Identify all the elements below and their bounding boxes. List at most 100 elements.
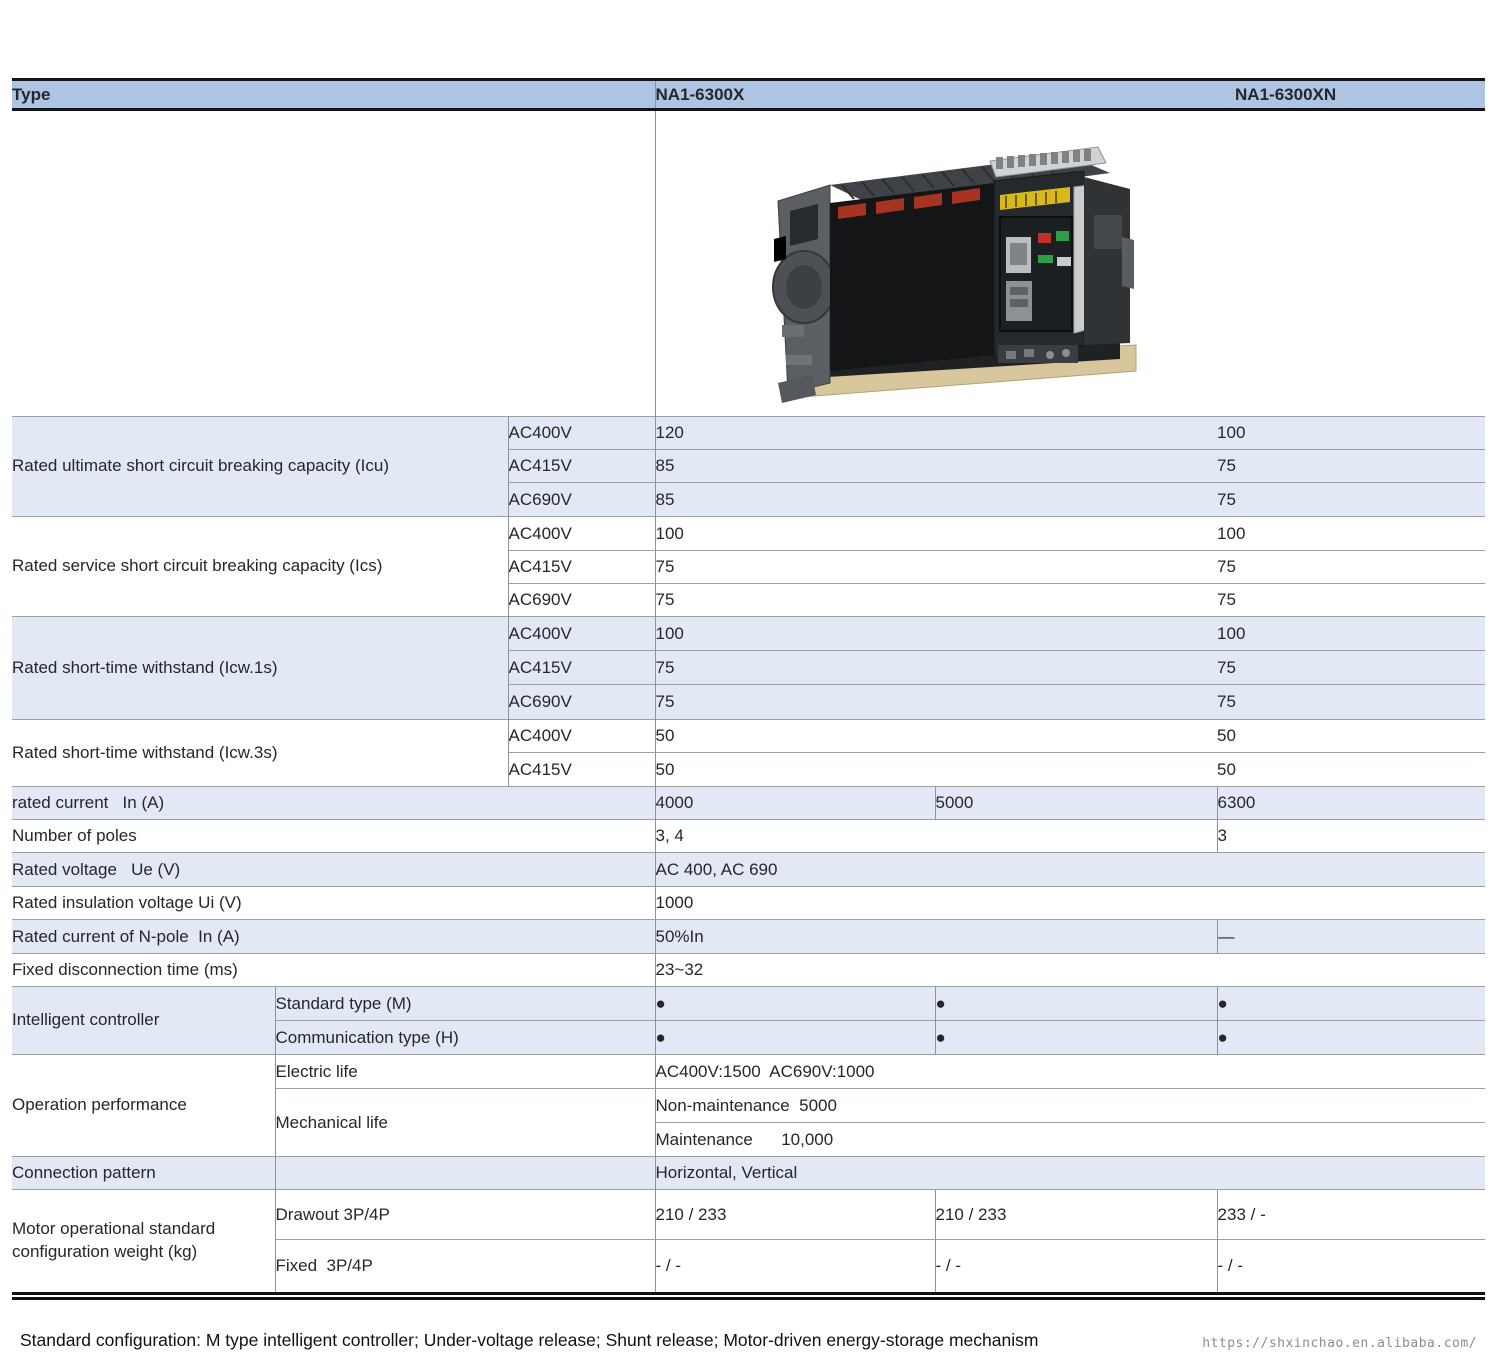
icw3s-voltage-ac400v: AC400V xyxy=(507,719,656,753)
ics-ac690v-xn: 75 xyxy=(1217,583,1486,617)
icw3s-ac400v-xn: 50 xyxy=(1217,719,1486,753)
icw1s-row-ac690v: AC690V 75 75 xyxy=(12,684,1486,720)
icw1s-ac690v-x: 75 xyxy=(654,684,1218,720)
icu-ac415v-x: 85 xyxy=(654,449,1218,483)
icw1s-ac415v-xn: 75 xyxy=(1217,650,1486,685)
ics-ac400v-xn: 100 xyxy=(1217,516,1486,551)
mechanical-life-row-2: Maintenance 10,000 xyxy=(12,1122,1486,1157)
disconnect-row: Fixed disconnection time (ms) 23~32 xyxy=(12,953,1486,987)
rated-current-label: rated current In (A) xyxy=(12,786,656,820)
weight-fixed-v2: - / - xyxy=(934,1239,1218,1292)
header-type: Type xyxy=(12,78,656,111)
mechanical-life-row-1: Mechanical life Non-maintenance 5000 xyxy=(12,1088,1486,1157)
poles-label: Number of poles xyxy=(12,819,656,853)
icu-ac400v-x: 120 xyxy=(654,416,1218,450)
icu-label: Rated ultimate short circuit breaking ca… xyxy=(12,416,508,517)
controller-standard-row: Intelligent controller Standard type (M)… xyxy=(12,986,1486,1055)
rated-voltage-value: AC 400, AC 690 xyxy=(654,852,1486,887)
icw3s-label: Rated short-time withstand (Icw.3s) xyxy=(12,719,508,787)
insulation-row: Rated insulation voltage Ui (V) 1000 xyxy=(12,886,1486,920)
rated-current-row: rated current In (A) 4000 5000 6300 xyxy=(12,786,1486,820)
icu-ac690v-xn: 75 xyxy=(1217,482,1486,517)
icw1s-label: Rated short-time withstand (Icw.1s) xyxy=(12,616,508,720)
connection-row: Connection pattern Horizontal, Vertical xyxy=(12,1156,1486,1190)
icu-ac400v-xn: 100 xyxy=(1217,416,1486,450)
footer: Standard configuration: M type intellige… xyxy=(12,1330,1485,1351)
weight-label: Motor operational standard configuration… xyxy=(12,1189,275,1292)
icw1s-row-ac415v: AC415V 75 75 xyxy=(12,650,1486,685)
icu-voltage-ac415v: AC415V xyxy=(507,449,656,483)
icw3s-row-ac400v: Rated short-time withstand (Icw.3s) AC40… xyxy=(12,719,1486,787)
ics-row-ac690v: AC690V 75 75 xyxy=(12,583,1486,617)
ics-voltage-ac400v: AC400V xyxy=(507,516,656,551)
controller-communication-sub: Communication type (H) xyxy=(274,1020,656,1055)
connection-label: Connection pattern xyxy=(12,1156,275,1190)
icw1s-voltage-ac400v: AC400V xyxy=(507,616,656,651)
weight-drawout-sub: Drawout 3P/4P xyxy=(274,1189,656,1240)
controller-label: Intelligent controller xyxy=(12,986,275,1055)
poles-value-xn: 3 xyxy=(1216,819,1486,853)
image-row-empty-cell xyxy=(12,109,656,417)
icu-row-ac400v: Rated ultimate short circuit breaking ca… xyxy=(12,416,1486,517)
operation-label: Operation performance xyxy=(12,1054,275,1157)
mechanical-life-sub: Mechanical life xyxy=(274,1088,656,1157)
connection-empty-cell xyxy=(274,1156,656,1190)
icu-ac415v-xn: 75 xyxy=(1217,449,1486,483)
ics-voltage-ac690v: AC690V xyxy=(507,583,656,617)
weight-drawout-v1: 210 / 233 xyxy=(654,1189,936,1240)
ics-row-ac415v: AC415V 75 75 xyxy=(12,550,1486,584)
icw1s-ac690v-xn: 75 xyxy=(1217,684,1486,720)
mechanical-life-value-1: Non-maintenance 5000 xyxy=(654,1088,1486,1123)
ics-ac415v-x: 75 xyxy=(654,550,1218,584)
poles-value-x: 3, 4 xyxy=(654,819,1218,853)
icw1s-voltage-ac690v: AC690V xyxy=(507,684,656,720)
rated-current-5000: 5000 xyxy=(934,786,1218,820)
npole-value-xn: — xyxy=(1216,919,1486,954)
npole-label: Rated current of N-pole In (A) xyxy=(12,919,656,954)
ics-voltage-ac415v: AC415V xyxy=(507,550,656,584)
icw3s-voltage-ac415v: AC415V xyxy=(507,752,656,787)
spec-table: Type NA1-6300X NA1-6300XN xyxy=(12,78,1486,1292)
weight-drawout-v2: 210 / 233 xyxy=(934,1189,1218,1240)
icw3s-ac400v-x: 50 xyxy=(654,719,1218,753)
icw1s-ac415v-x: 75 xyxy=(654,650,1218,685)
icw1s-voltage-ac415v: AC415V xyxy=(507,650,656,685)
weight-drawout-v3: 233 / - xyxy=(1216,1189,1486,1240)
disconnect-label: Fixed disconnection time (ms) xyxy=(12,953,656,987)
header-model-na1-6300x: NA1-6300X xyxy=(654,78,1218,111)
icw1s-ac400v-xn: 100 xyxy=(1217,616,1486,651)
product-image-row xyxy=(12,109,1486,417)
icu-ac690v-x: 85 xyxy=(654,482,1218,517)
icw1s-row-ac400v: Rated short-time withstand (Icw.1s) AC40… xyxy=(12,616,1486,720)
spec-sheet: Type NA1-6300X NA1-6300XN xyxy=(12,78,1486,1351)
icw3s-ac415v-x: 50 xyxy=(654,752,1218,787)
ics-ac690v-x: 75 xyxy=(654,583,1218,617)
footer-note: Standard configuration: M type intellige… xyxy=(20,1329,1039,1350)
electric-life-row: Operation performance Electric life AC40… xyxy=(12,1054,1486,1157)
insulation-label: Rated insulation voltage Ui (V) xyxy=(12,886,656,920)
poles-row: Number of poles 3, 4 3 xyxy=(12,819,1486,853)
icu-row-ac690v: AC690V 85 75 xyxy=(12,482,1486,517)
rated-voltage-label: Rated voltage Ue (V) xyxy=(12,852,656,887)
header-row: Type NA1-6300X NA1-6300XN xyxy=(12,78,1486,111)
controller-communication-row: Communication type (H) ● ● ● xyxy=(12,1020,1486,1055)
connection-value: Horizontal, Vertical xyxy=(654,1156,1486,1190)
footer-url-link[interactable]: https://shxinchao.en.alibaba.com/ xyxy=(1202,1335,1477,1351)
rated-voltage-row: Rated voltage Ue (V) AC 400, AC 690 xyxy=(12,852,1486,887)
weight-fixed-v3: - / - xyxy=(1216,1239,1486,1292)
icw1s-ac400v-x: 100 xyxy=(654,616,1218,651)
controller-standard-sub: Standard type (M) xyxy=(274,986,656,1021)
ics-ac400v-x: 100 xyxy=(654,516,1218,551)
ics-label: Rated service short circuit breaking cap… xyxy=(12,516,508,617)
weight-fixed-sub: Fixed 3P/4P xyxy=(274,1239,656,1292)
weight-fixed-v1: - / - xyxy=(654,1239,936,1292)
mechanical-life-value-2: Maintenance 10,000 xyxy=(654,1122,1486,1157)
controller-standard-dot-1: ● xyxy=(654,986,936,1021)
icw3s-row-ac415v: AC415V 50 50 xyxy=(12,752,1486,787)
circuit-breaker-photo xyxy=(771,145,1137,403)
icu-voltage-ac690v: AC690V xyxy=(507,482,656,517)
npole-row: Rated current of N-pole In (A) 50%In — xyxy=(12,919,1486,954)
icw3s-ac415v-xn: 50 xyxy=(1217,752,1486,787)
npole-value-x: 50%In xyxy=(654,919,1218,954)
weight-drawout-row: Motor operational standard configuration… xyxy=(12,1189,1486,1292)
